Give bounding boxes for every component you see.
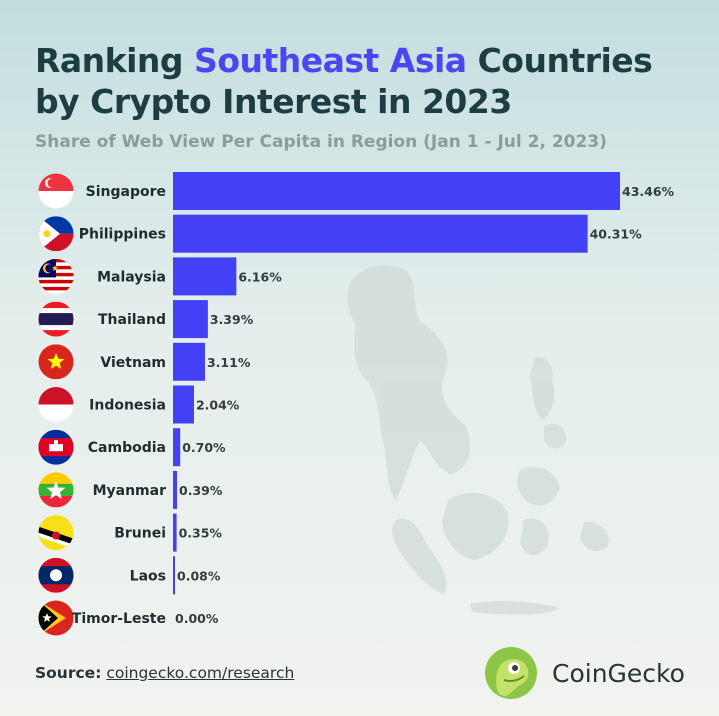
- data-label: 0.70%: [182, 440, 226, 455]
- title-highlight: Southeast Asia: [194, 41, 467, 80]
- category-label: Vietnam: [100, 355, 166, 371]
- cambodia-flag-icon: [38, 429, 74, 465]
- category-label: Cambodia: [88, 440, 166, 456]
- thailand-flag-icon: [38, 301, 74, 337]
- chart-title: Ranking Southeast Asia Countries by Cryp…: [35, 40, 653, 122]
- indonesia-flag-icon: [38, 387, 74, 422]
- bar: [173, 385, 194, 424]
- brunei-flag-icon: [38, 515, 74, 551]
- singapore-flag-icon: [38, 173, 74, 209]
- data-label: 3.11%: [207, 355, 251, 370]
- bar: [173, 342, 205, 381]
- source-link[interactable]: coingecko.com/research: [106, 664, 295, 682]
- southeast-asia-map-background: [347, 265, 609, 615]
- title-part-2: Countries: [466, 41, 653, 80]
- bar: [173, 214, 588, 253]
- bar: [173, 300, 208, 339]
- category-label: Brunei: [114, 526, 166, 542]
- brand-name: CoinGecko: [552, 658, 685, 688]
- category-label: Philippines: [79, 227, 166, 243]
- category-label: Thailand: [98, 312, 166, 328]
- data-label: 0.08%: [177, 568, 221, 583]
- bar: [173, 470, 178, 509]
- title-part-1: Ranking: [35, 41, 195, 80]
- bar: [173, 172, 620, 210]
- title-line-2: by Crypto Interest in 2023: [35, 82, 512, 121]
- source-line: Source: coingecko.com/research: [35, 664, 294, 682]
- data-label: 40.31%: [590, 227, 643, 242]
- bar: [173, 556, 175, 595]
- philippines-flag-icon: [38, 216, 74, 252]
- chart-rows: Singapore 43.46% Philippines 40.31% Malaysia…: [38, 172, 675, 636]
- data-label: 6.16%: [238, 269, 282, 284]
- bar: [173, 428, 181, 467]
- vietnam-flag-icon: [38, 344, 74, 380]
- category-label: Timor-Leste: [72, 611, 166, 627]
- chart-subtitle: Share of Web View Per Capita in Region (…: [35, 132, 607, 152]
- data-label: 0.39%: [179, 483, 223, 498]
- data-label: 43.46%: [622, 184, 675, 199]
- data-label: 3.39%: [210, 312, 254, 327]
- category-label: Malaysia: [97, 269, 166, 285]
- malaysia-flag-icon: [38, 258, 74, 294]
- source-label: Source:: [35, 664, 102, 682]
- coingecko-brand: CoinGecko: [484, 646, 685, 700]
- data-label: 0.00%: [175, 611, 219, 626]
- myanmar-flag-icon: [38, 472, 74, 508]
- laos-flag-icon: [38, 557, 74, 593]
- bar: [173, 513, 177, 552]
- timor-leste-flag-icon: [38, 600, 74, 636]
- data-label: 2.04%: [196, 398, 240, 413]
- category-label: Singapore: [86, 184, 166, 200]
- category-label: Laos: [130, 568, 166, 584]
- coingecko-logo-icon: [485, 647, 537, 699]
- bar: [173, 257, 237, 296]
- category-label: Myanmar: [93, 483, 167, 499]
- category-label: Indonesia: [89, 398, 166, 414]
- data-label: 0.35%: [179, 526, 223, 541]
